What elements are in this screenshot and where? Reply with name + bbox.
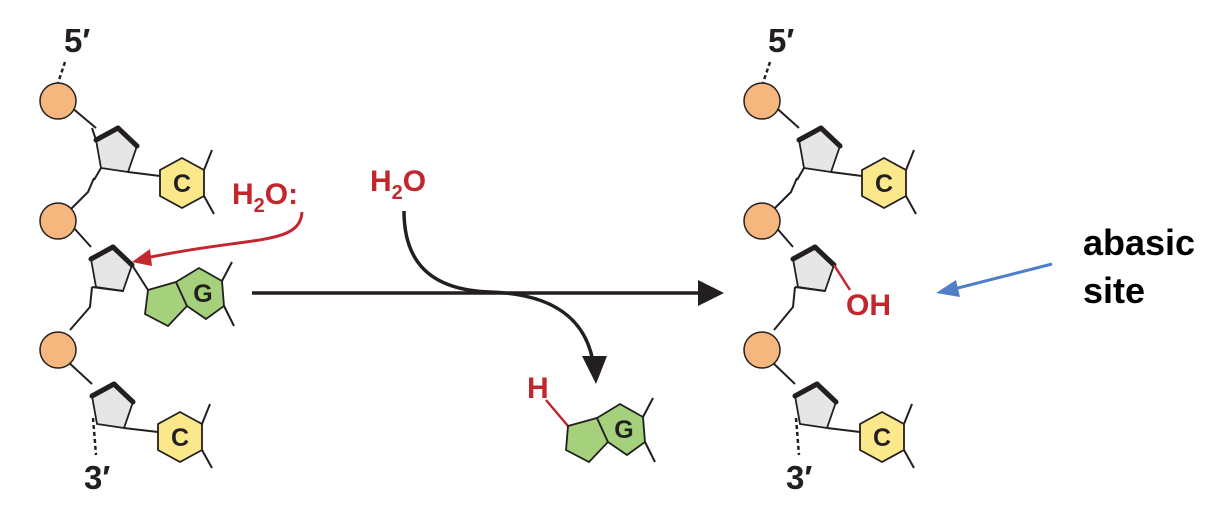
attack-arrowhead bbox=[132, 249, 152, 266]
phosphate-group bbox=[39, 202, 77, 240]
cytosine-base: C bbox=[861, 149, 917, 215]
water-attack: H2O: bbox=[132, 178, 304, 266]
free-guanine-base: H G bbox=[527, 372, 656, 464]
base-letter: C bbox=[875, 170, 893, 198]
abasic-site-annotation: abasic site bbox=[936, 222, 1195, 311]
reaction-arrows: H2O bbox=[252, 165, 724, 384]
guanine-base: G bbox=[144, 261, 235, 328]
base-letter: G bbox=[193, 280, 212, 308]
deoxyribose-sugar bbox=[796, 125, 863, 181]
right-5prime-dashed-bond bbox=[761, 61, 772, 84]
abasic-sugar: OH bbox=[790, 244, 891, 322]
right-dna-strand: C OH C 5′ 3′ bbox=[743, 22, 917, 496]
base-out-arrowhead bbox=[582, 356, 607, 384]
three-prime-label: 3′ bbox=[84, 459, 110, 496]
left-backbone-4 bbox=[69, 286, 93, 331]
deoxyribose-sugar bbox=[792, 381, 861, 433]
water-in-curve bbox=[402, 210, 491, 294]
main-reaction-arrowhead bbox=[698, 280, 724, 306]
phosphate-group bbox=[39, 82, 77, 120]
water-label: H2O bbox=[370, 165, 426, 204]
phosphate-group bbox=[743, 331, 781, 369]
base-letter: C bbox=[173, 170, 191, 198]
abasic-label-line1: abasic bbox=[1083, 222, 1195, 263]
phosphate-group bbox=[743, 82, 781, 120]
base-letter: C bbox=[873, 424, 891, 452]
left-dna-strand: C G C bbox=[39, 22, 235, 496]
base-letter: G bbox=[614, 416, 633, 444]
deoxyribose-sugar bbox=[89, 381, 159, 433]
base-out-curve bbox=[489, 290, 596, 369]
deoxyribose-sugar bbox=[88, 244, 149, 292]
five-prime-label: 5′ bbox=[64, 22, 90, 59]
five-prime-label: 5′ bbox=[768, 22, 794, 59]
cytosine-base: C bbox=[859, 403, 915, 469]
three-prime-label: 3′ bbox=[786, 459, 812, 496]
left-5prime-dashed-bond bbox=[56, 61, 67, 84]
water-nucleophile-label: H2O: bbox=[232, 178, 298, 217]
phosphate-group bbox=[743, 202, 781, 240]
hydrogen-label: H bbox=[527, 372, 549, 405]
abasic-pointer-arrow bbox=[949, 262, 1053, 292]
abasic-label-line2: site bbox=[1083, 270, 1145, 311]
hydroxyl-label: OH bbox=[846, 289, 891, 322]
cytosine-base: C bbox=[159, 149, 215, 215]
cytosine-base: C bbox=[157, 403, 213, 469]
left-3prime-dashed-bond bbox=[91, 417, 98, 456]
base-letter: C bbox=[171, 424, 189, 452]
attack-arrow bbox=[145, 211, 304, 260]
right-3prime-dashed-bond bbox=[794, 417, 801, 456]
phosphate-group bbox=[39, 331, 77, 369]
left-backbone-2 bbox=[69, 177, 95, 211]
abasic-pointer-arrowhead bbox=[936, 280, 960, 297]
deoxyribose-sugar bbox=[91, 125, 161, 181]
